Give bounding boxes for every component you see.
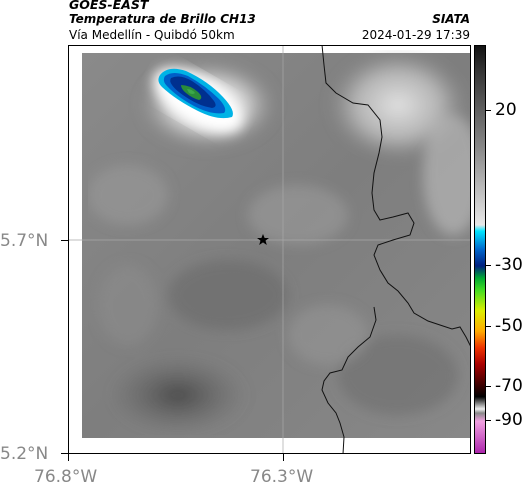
institution-label: SIATA: [432, 12, 470, 26]
colorbar-label: -30: [495, 255, 523, 275]
lat-tick-label: 5.2°N: [0, 444, 49, 464]
product-title: Temperatura de Brillo CH13: [69, 12, 256, 26]
lon-tick-label: 76.8°W: [34, 467, 98, 487]
tick-mark: [283, 454, 284, 461]
datetime-label: 2024-01-29 17:39: [361, 28, 470, 42]
lat-tick-label: 5.7°N: [0, 231, 49, 251]
colorbar-label: -70: [495, 376, 523, 396]
colorbar-label: -50: [495, 316, 523, 336]
tick-mark: [486, 420, 491, 421]
tick-mark: [486, 326, 491, 327]
star-icon: [257, 234, 269, 245]
colorbar-label: -90: [495, 410, 523, 430]
tick-mark: [486, 386, 491, 387]
satellite-title: GOES-EAST: [69, 0, 149, 12]
temperature-colorbar: [474, 45, 486, 454]
tick-mark: [61, 453, 68, 454]
tick-mark: [61, 240, 68, 241]
region-subtitle: Vía Medellín - Quibdó 50km: [69, 28, 235, 42]
lon-tick-label: 76.3°W: [250, 467, 314, 487]
tick-mark: [68, 454, 69, 461]
tick-mark: [486, 110, 491, 111]
brightness-temperature-map: [68, 45, 471, 454]
colorbar-label: 20: [495, 100, 517, 120]
tick-mark: [486, 265, 491, 266]
